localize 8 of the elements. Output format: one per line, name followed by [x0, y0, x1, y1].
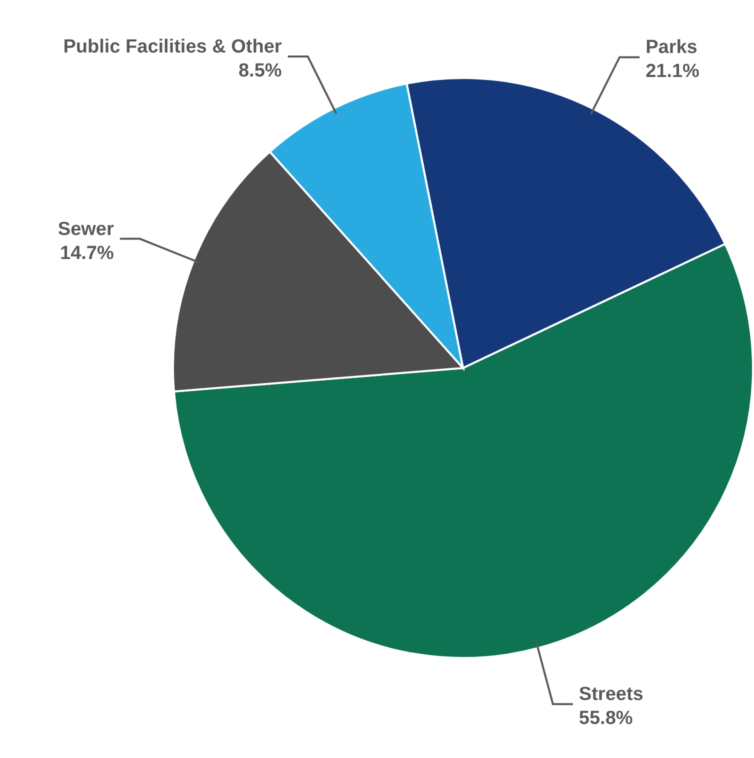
slice-label: Sewer	[58, 218, 114, 240]
data-label: 14.7%	[60, 242, 114, 264]
data-label: 55.8%	[578, 708, 633, 730]
slice-label: Streets	[578, 684, 644, 706]
slice-label: Parks	[646, 37, 698, 58]
data-label: 21.1%	[646, 61, 700, 82]
data-label: 8.5%	[238, 60, 282, 82]
slice-label: Public Facilities & Other	[63, 36, 282, 58]
